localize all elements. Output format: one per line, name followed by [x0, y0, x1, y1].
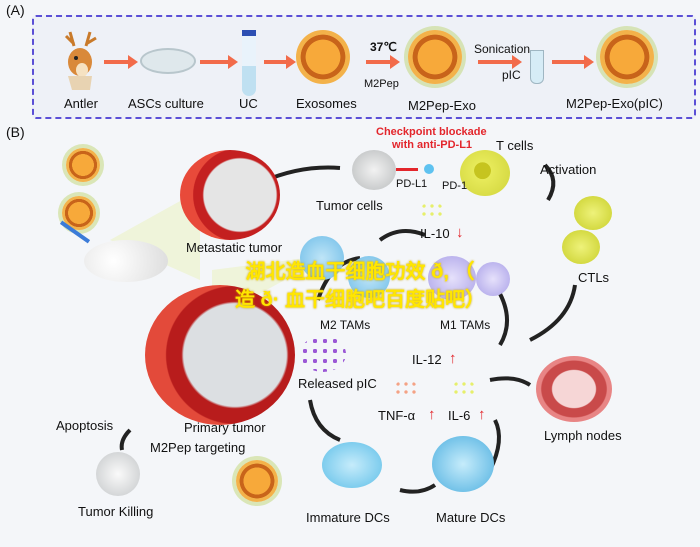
tumor-killing-label: Tumor Killing [78, 504, 154, 519]
metastatic-tumor-icon [180, 150, 280, 240]
petri-dish-icon [140, 48, 196, 74]
tumor-cells-label: Tumor cells [316, 198, 383, 213]
il10-down-arrow: ↓ [456, 224, 464, 241]
il6-up-arrow: ↑ [478, 406, 486, 423]
lymph-node-icon [536, 356, 612, 422]
il6-label: IL-6 [448, 408, 471, 423]
pd-1-label: PD-1 [442, 180, 468, 192]
ctls-label: CTLs [578, 270, 610, 285]
cytokine-dots-icon [452, 380, 476, 398]
watermark-line-1: 湖北造血干细胞功效 ð, （ [245, 261, 475, 283]
il12-up-arrow: ↑ [449, 350, 457, 367]
ctl-cell [574, 196, 612, 230]
lymph-nodes-label: Lymph nodes [544, 428, 622, 443]
watermark-overlay: 湖北造血干细胞功效 ð, （ 造 ð· 血干细胞吧百度贴吧） [180, 258, 540, 314]
activation-label: Activation [540, 162, 597, 177]
m2pep-targeting-label: M2Pep targeting [150, 440, 246, 455]
m1-tams-label: M1 TAMs [440, 318, 491, 332]
primary-tumor-icon [145, 285, 295, 425]
m2pep-exo-pic-icon [600, 30, 654, 84]
pd-1-receptor-icon [424, 164, 434, 174]
m2-tam-cell [300, 236, 344, 280]
checkpoint-blockade-line1: Checkpoint blockade [376, 126, 487, 138]
metastatic-tumor-label: Metastatic tumor [186, 240, 283, 255]
step-m2pep-exo: M2Pep-Exo [408, 98, 476, 113]
cytokine-dots-icon [394, 380, 418, 398]
sonication-label: Sonication [474, 42, 531, 56]
watermark-line-2: 造 ð· 血干细胞吧百度贴吧） [235, 289, 485, 311]
process-arrow [478, 55, 522, 69]
process-arrow [366, 55, 400, 69]
t-cell [460, 150, 510, 196]
process-arrow [264, 55, 296, 69]
ctl-cell [562, 230, 600, 264]
mature-dc-cell [432, 436, 494, 492]
pic-label: pIC [502, 68, 521, 82]
dying-tumor-cell [96, 452, 140, 496]
apoptosis-label: Apoptosis [56, 418, 114, 433]
pd-l1-label: PD-L1 [396, 178, 428, 190]
exosome-icon [296, 30, 350, 84]
released-pic-label: Released pIC [298, 376, 377, 391]
tnf-alpha-label: TNF-α [378, 408, 416, 423]
deer-icon [60, 30, 104, 90]
process-arrow [200, 55, 238, 69]
panel-b-label: (B) [6, 124, 25, 140]
mouse-icon [84, 240, 168, 282]
m2-tam-cell [348, 256, 390, 298]
sonication-tube-icon [530, 50, 544, 84]
released-pic-icon [300, 336, 346, 372]
centrifuge-tube-icon [242, 30, 256, 96]
mature-dcs-label: Mature DCs [436, 510, 506, 525]
targeting-nanoparticle-icon [236, 460, 278, 502]
step-m2pep-exo-pic: M2Pep-Exo(pIC) [566, 96, 663, 111]
step-ascs-culture: ASCs culture [128, 96, 204, 111]
temperature-label: 37℃ [370, 40, 397, 54]
m2-tams-label: M2 TAMs [320, 318, 371, 332]
nanoparticle-icon [66, 148, 100, 182]
il12-label: IL-12 [412, 352, 442, 367]
il10-label: IL-10 [420, 226, 450, 241]
immature-dcs-label: Immature DCs [306, 510, 390, 525]
step-exosomes: Exosomes [296, 96, 357, 111]
m2pep-exo-icon [408, 30, 462, 84]
m1-tam-cell [428, 256, 476, 300]
tnf-up-arrow: ↑ [428, 406, 436, 423]
m2pep-label: M2Pep [364, 78, 399, 90]
primary-tumor-label: Primary tumor [184, 420, 266, 435]
tumor-cell [352, 150, 396, 190]
m1-tam-cell [476, 262, 510, 296]
step-uc: UC [239, 96, 258, 111]
process-arrow [552, 55, 594, 69]
pd-l1-antibody-icon [396, 168, 418, 171]
checkpoint-blockade-line2: with anti-PD-L1 [392, 139, 473, 151]
panel-a-label: (A) [6, 2, 25, 18]
immature-dc-cell [322, 442, 382, 488]
process-arrow [104, 55, 138, 69]
t-cells-label: T cells [496, 138, 534, 153]
cytokine-dots-icon [420, 202, 444, 220]
step-antler: Antler [64, 96, 98, 111]
